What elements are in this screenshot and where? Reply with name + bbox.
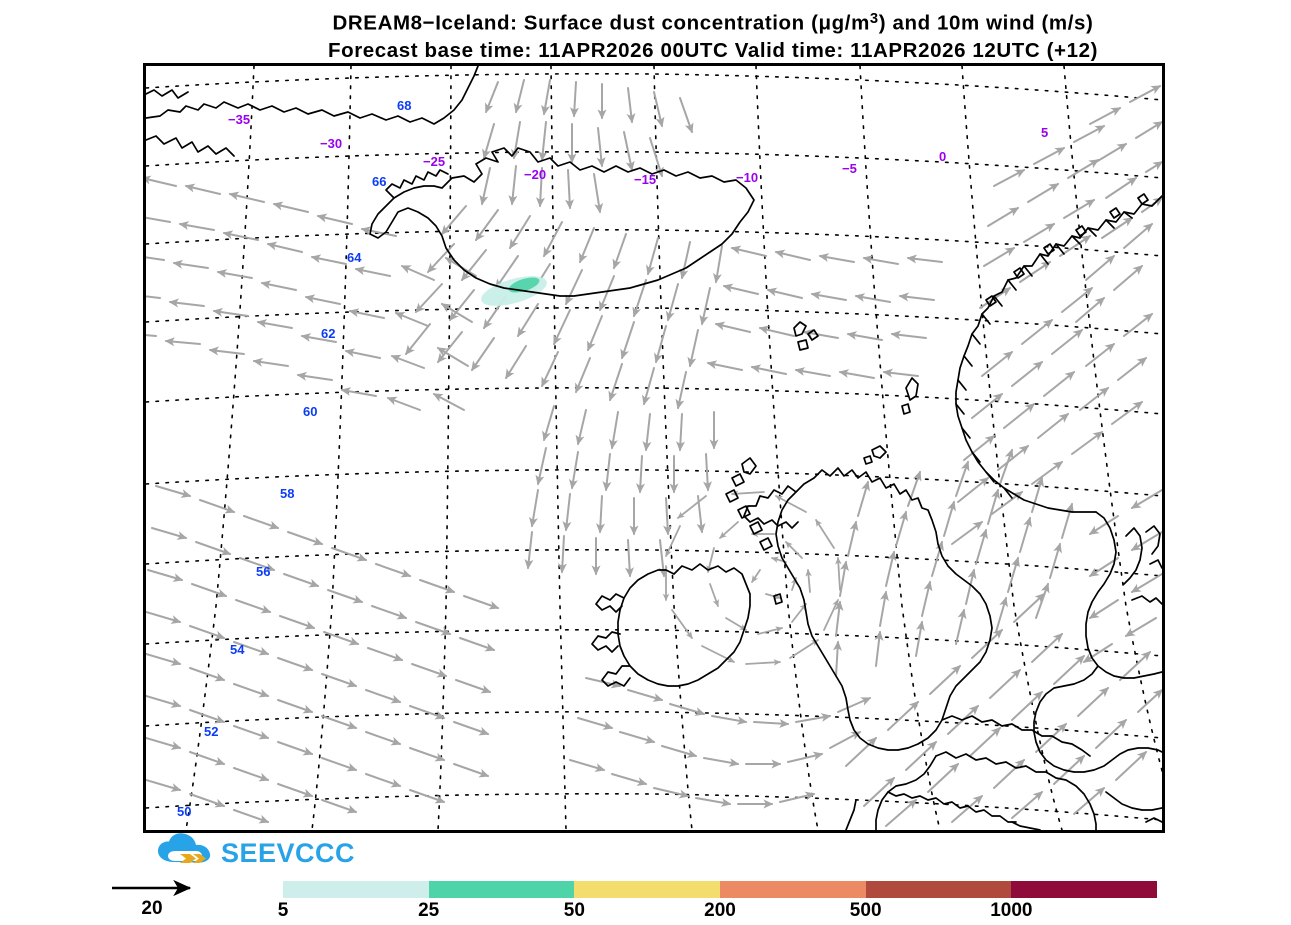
chart-subtitle: Forecast base time: 11APR2026 00UTC Vali… <box>327 38 1099 62</box>
wind-scale-reference: 20 <box>108 878 238 924</box>
colorbar-tick-label: 25 <box>418 900 440 921</box>
wind-scale-label: 20 <box>141 898 163 919</box>
colorbar-tick-label: 500 <box>849 900 882 921</box>
coastlines <box>146 66 1162 830</box>
page-title: DREAM8−Iceland: Surface dust concentrati… <box>143 6 1283 37</box>
colorbar-tick-label: 50 <box>563 900 585 921</box>
wind-reference-arrow-icon <box>112 879 192 897</box>
colorbar: 5 25 50 200 500 1000 <box>278 881 1158 925</box>
title-units-exponent: 3 <box>869 11 879 27</box>
dust-plume <box>481 276 547 306</box>
logo-text: SEEVCCC <box>221 838 355 868</box>
colorbar-tick-label: 5 <box>277 900 289 921</box>
colorbar-segment <box>574 881 721 898</box>
colorbar-tick-label: 1000 <box>990 900 1033 921</box>
colorbar-segment <box>720 881 866 898</box>
logo-graphic: SEEVCCC <box>158 833 355 868</box>
arrow-icon <box>180 854 206 863</box>
colorbar-segment <box>283 881 429 898</box>
wind-vector-field <box>146 79 1162 827</box>
map-graphics <box>146 66 1162 830</box>
colorbar-tick-label: 200 <box>704 900 736 921</box>
title-line-1-pre: DREAM8−Iceland: Surface dust concentrati… <box>332 11 819 35</box>
legend-bar: 20 5 25 50 200 500 1000 <box>0 878 1291 925</box>
colorbar-segment <box>1011 881 1158 898</box>
colorbar-segment <box>865 881 1012 898</box>
seevccc-logo[interactable]: SEEVCCC <box>150 832 365 874</box>
title-units: μg/m <box>818 11 870 35</box>
colorbar-segment <box>428 881 575 898</box>
chart-title-block: DREAM8−Iceland: Surface dust concentrati… <box>143 6 1283 64</box>
title-line-1-post: ) and 10m wind (m/s) <box>878 11 1094 35</box>
graticule <box>146 66 1162 830</box>
colorbar-gradient <box>283 881 1158 898</box>
map-canvas[interactable]: 68 66 64 62 60 58 56 54 52 50 −35 −30 −25 −20 −15 −10−… <box>143 63 1165 833</box>
